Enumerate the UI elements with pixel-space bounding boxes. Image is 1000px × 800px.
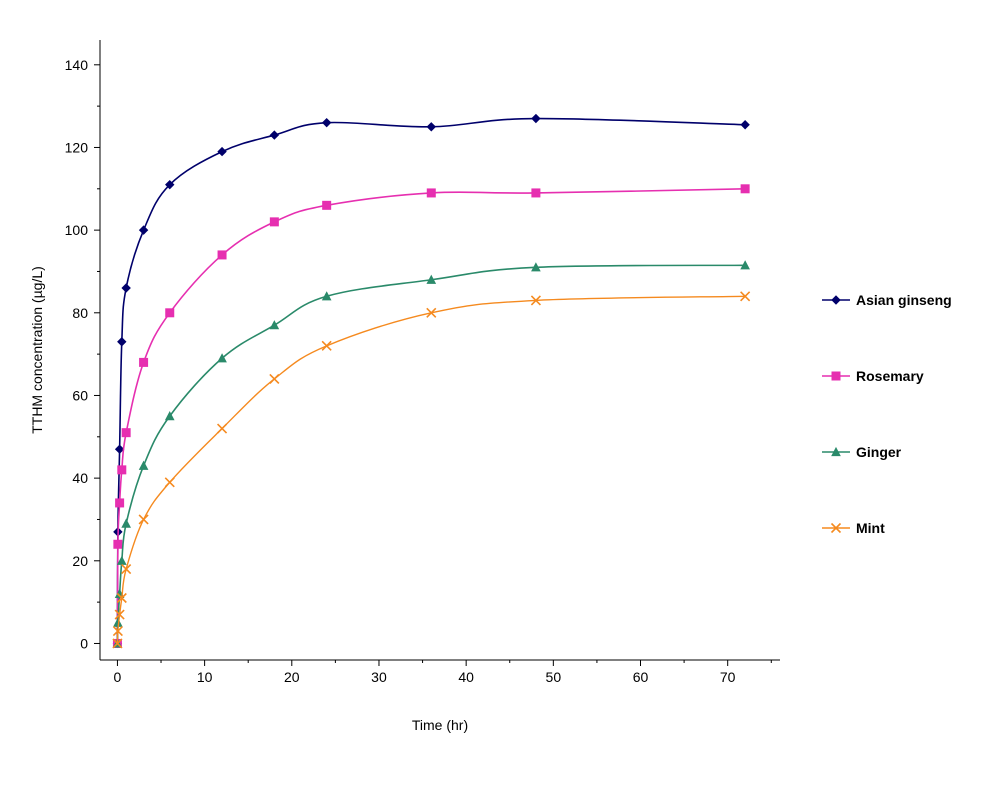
y-tick-label: 140	[65, 57, 89, 73]
x-tick-label: 40	[458, 669, 474, 685]
legend-item-mint: Mint	[822, 520, 885, 536]
y-tick-label: 0	[80, 635, 88, 651]
legend-marker-icon	[832, 372, 840, 380]
series-marker	[139, 515, 148, 524]
series-rosemary	[113, 185, 749, 648]
series-marker	[532, 115, 540, 123]
legend-marker-icon	[832, 296, 840, 304]
y-tick-label: 100	[65, 222, 89, 238]
x-tick-label: 20	[284, 669, 300, 685]
series-line	[117, 296, 745, 643]
series-marker	[116, 499, 124, 507]
series-marker	[166, 309, 174, 317]
series-marker	[323, 201, 331, 209]
series-marker	[322, 341, 331, 350]
series-marker	[270, 321, 278, 329]
legend-item-asian-ginseng: Asian ginseng	[822, 292, 952, 308]
series-marker	[122, 520, 130, 528]
legend-label: Ginger	[856, 444, 902, 460]
series-marker	[532, 189, 540, 197]
series-ginger	[113, 261, 749, 647]
series-marker	[118, 338, 126, 346]
legend-label: Asian ginseng	[856, 292, 952, 308]
series-marker	[218, 424, 227, 433]
series-marker	[140, 358, 148, 366]
x-tick-label: 30	[371, 669, 387, 685]
x-axis-title: Time (hr)	[412, 717, 468, 733]
series-marker	[323, 119, 331, 127]
y-tick-label: 80	[72, 305, 88, 321]
series-marker	[270, 131, 278, 139]
y-tick-label: 120	[65, 139, 89, 155]
chart-svg: 0 10 20 30 40 50 60 70 0 20 40 60 80 100 120 140 Time (h…	[0, 0, 1000, 800]
series-marker	[122, 565, 131, 574]
series-marker	[118, 557, 126, 565]
legend-label: Mint	[856, 520, 885, 536]
y-axis-title: TTHM concentration (µg/L)	[29, 266, 45, 434]
chart-container: 0 10 20 30 40 50 60 70 0 20 40 60 80 100 120 140 Time (h…	[0, 0, 1000, 800]
series-marker	[741, 185, 749, 193]
series-marker	[118, 466, 126, 474]
x-tick-label: 0	[114, 669, 122, 685]
series-marker	[427, 123, 435, 131]
series-marker	[140, 462, 148, 470]
series-marker	[427, 189, 435, 197]
y-tick-label: 60	[72, 387, 88, 403]
x-tick-label: 50	[546, 669, 562, 685]
legend-label: Rosemary	[856, 368, 924, 384]
series-marker	[165, 478, 174, 487]
series-marker	[218, 251, 226, 259]
x-tick-label: 10	[197, 669, 213, 685]
x-tick-label: 60	[633, 669, 649, 685]
y-tick-label: 20	[72, 553, 88, 569]
series-marker	[218, 148, 226, 156]
series-marker	[270, 218, 278, 226]
x-tick-label: 70	[720, 669, 736, 685]
legend-item-ginger: Ginger	[822, 444, 902, 460]
series-line	[117, 189, 745, 644]
series-marker	[122, 284, 130, 292]
series-marker	[122, 429, 130, 437]
series-line	[117, 265, 745, 643]
series-mint	[113, 292, 750, 648]
legend-item-rosemary: Rosemary	[822, 368, 924, 384]
y-tick-label: 40	[72, 470, 88, 486]
series-marker	[741, 121, 749, 129]
series-marker	[114, 540, 122, 548]
series-marker	[270, 374, 279, 383]
series-marker	[140, 226, 148, 234]
